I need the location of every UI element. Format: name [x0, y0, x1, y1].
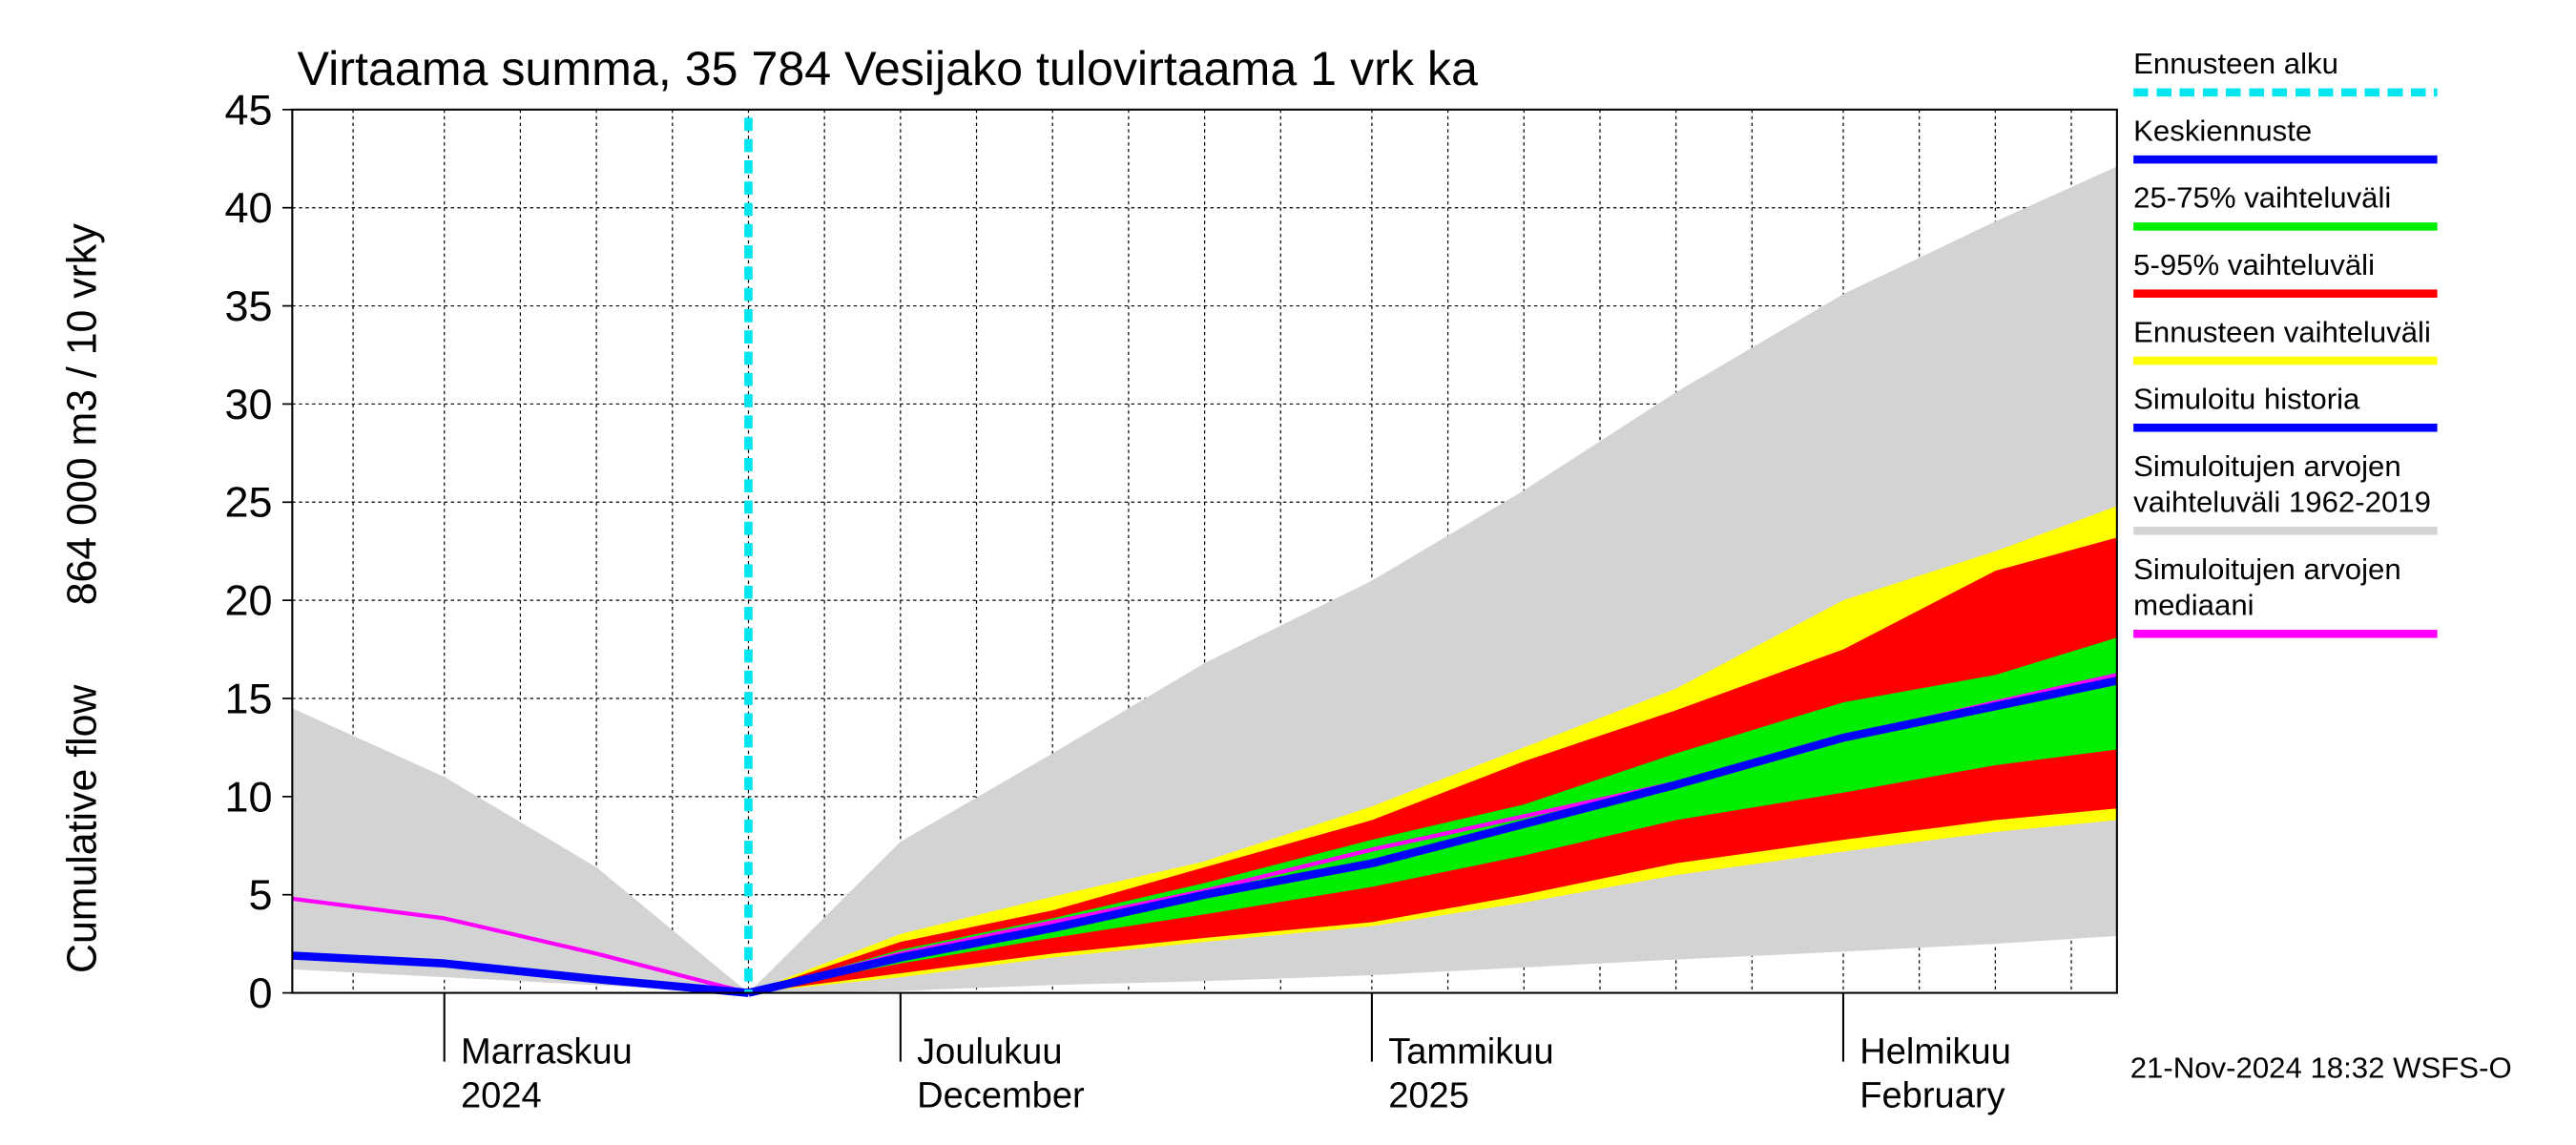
x-tick-label: Tammikuu [1388, 1031, 1553, 1072]
data [292, 117, 2118, 997]
legend-label: 25-75% vaihteluväli [2133, 181, 2392, 215]
x-tick-label: Joulukuu [917, 1031, 1062, 1072]
legend-swatch [2133, 356, 2438, 365]
x-tick-sublabel: 2024 [461, 1076, 542, 1116]
y-tick-label: 5 [249, 871, 273, 919]
band [748, 637, 2117, 993]
chart-title: Virtaama summa, 35 784 Vesijako tulovirt… [298, 42, 1479, 95]
legend-item: Simuloitujen arvojen vaihteluväli 1962-2… [2133, 448, 2463, 535]
line [292, 951, 749, 997]
legend-label: Simuloitu historia [2133, 383, 2360, 416]
legend-item: Simuloitu historia [2133, 381, 2463, 432]
y-tick-label: 30 [225, 381, 273, 428]
y-axis-label: 864 000 m3 / 10 vrky [59, 223, 105, 606]
legend-swatch [2133, 289, 2438, 299]
y-tick-label: 45 [225, 86, 273, 134]
legend-swatch [2133, 424, 2438, 432]
y-tick-label: 40 [225, 184, 273, 232]
y-tick-label: 25 [225, 479, 273, 527]
x-tick-sublabel: February [1859, 1076, 2005, 1116]
legend-swatch [2133, 155, 2438, 164]
legend-item: Ennusteen vaihteluväli [2133, 314, 2463, 365]
x-tick-sublabel: 2025 [1388, 1076, 1469, 1116]
axes: 051015202530354045Marraskuu2024JoulukuuD… [225, 86, 2118, 1116]
y-axis-label: Cumulative flow [59, 684, 105, 973]
legend-label: Keskiennuste [2133, 114, 2313, 148]
plot-frame [291, 108, 2118, 994]
legend-swatch [2133, 630, 2438, 638]
legend-label: Ennusteen alku [2133, 47, 2338, 81]
legend-item: 5-95% vaihteluväli [2133, 247, 2463, 299]
legend-item: Keskiennuste [2133, 113, 2463, 164]
legend-item: Simuloitujen arvojen mediaani [2133, 552, 2463, 638]
y-tick-label: 0 [249, 969, 273, 1017]
footer: 21-Nov-2024 18:32 WSFS-O [2129, 1051, 2512, 1085]
legend-label: Ennusteen vaihteluväli [2133, 315, 2431, 349]
legend-item: Ennusteen alku [2133, 46, 2463, 97]
x-tick-label: Helmikuu [1859, 1031, 2011, 1072]
legend-label: Simuloitujen arvojen vaihteluväli 1962-2… [2133, 449, 2431, 519]
x-tick-label: Marraskuu [461, 1031, 633, 1072]
legend-swatch [2133, 88, 2438, 97]
legend-swatch [2133, 222, 2438, 231]
legend-label: 5-95% vaihteluväli [2133, 248, 2376, 281]
y-tick-label: 20 [225, 577, 273, 625]
legend-item: 25-75% vaihteluväli [2133, 180, 2463, 231]
line [747, 677, 2118, 997]
legend: Ennusteen alku Keskiennuste 25-75% vaihtel… [2133, 46, 2463, 655]
y-tick-label: 10 [225, 773, 273, 821]
legend-swatch [2133, 527, 2438, 535]
x-tick-sublabel: December [917, 1076, 1085, 1116]
legend-label: Simuloitujen arvojen mediaani [2133, 552, 2401, 622]
y-tick-label: 35 [225, 282, 273, 330]
y-tick-label: 15 [225, 676, 273, 723]
